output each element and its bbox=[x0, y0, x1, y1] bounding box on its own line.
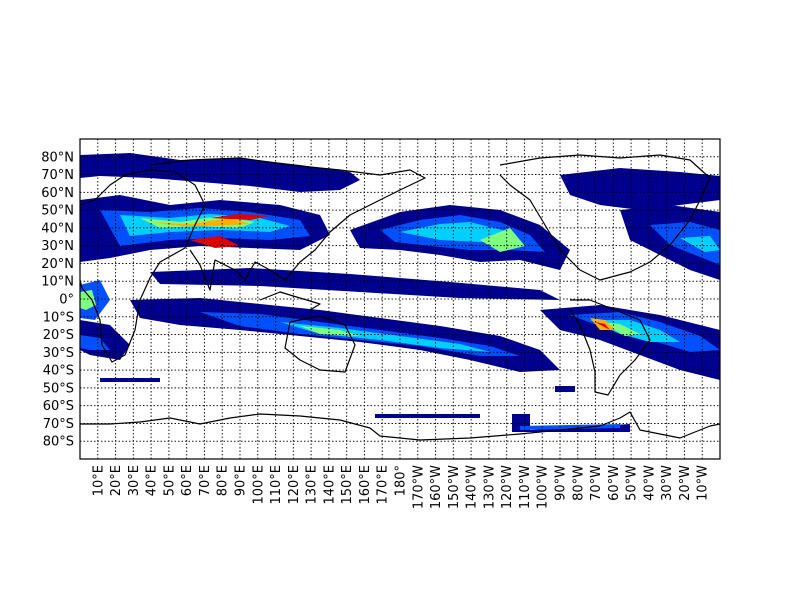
longitude-label: 60°W bbox=[607, 465, 622, 501]
plot-frame bbox=[79, 138, 721, 460]
longitude-label: 40°E bbox=[145, 465, 160, 496]
latitude-label: 30°S bbox=[43, 346, 74, 361]
longitude-label: 70°E bbox=[198, 465, 213, 496]
longitude-label: 100°E bbox=[251, 465, 266, 505]
latitude-label: 20°N bbox=[41, 257, 74, 272]
latitude-label: 60°N bbox=[41, 186, 74, 201]
longitude-labels: 10°E 20°E 30°E 40°E 50°E 60°E 70°E 80°E 90°E 100°… bbox=[91, 465, 710, 509]
longitude-label: 120°W bbox=[500, 465, 515, 509]
longitude-label: 90°E bbox=[234, 465, 249, 496]
longitude-label: 140°E bbox=[322, 465, 337, 505]
longitude-label: 50°E bbox=[162, 465, 177, 496]
contour-field bbox=[80, 153, 720, 432]
latitude-label: 10°S bbox=[43, 310, 74, 325]
latitude-label: 10°N bbox=[41, 275, 74, 290]
longitude-label: 90°W bbox=[554, 465, 569, 501]
latitude-label: 40°S bbox=[43, 364, 74, 379]
longitude-label: 10°E bbox=[91, 465, 106, 496]
longitude-label: 80°W bbox=[571, 465, 586, 501]
latitude-label: 40°N bbox=[41, 221, 74, 236]
longitude-label: 180° bbox=[394, 465, 409, 496]
longitude-label: 120°E bbox=[287, 465, 302, 505]
latitude-label: 20°S bbox=[43, 328, 74, 343]
longitude-label: 170°E bbox=[376, 465, 391, 505]
latitude-label: 50°S bbox=[43, 381, 74, 396]
longitude-label: 150°E bbox=[340, 465, 355, 505]
longitude-label: 20°E bbox=[109, 465, 124, 496]
latitude-label: 70°S bbox=[43, 417, 74, 432]
longitude-label: 10°W bbox=[696, 465, 711, 501]
longitude-label: 130°W bbox=[482, 465, 497, 509]
longitude-label: 70°W bbox=[589, 465, 604, 501]
latitude-label: 80°S bbox=[43, 435, 74, 450]
longitude-label: 130°E bbox=[305, 465, 320, 505]
latitude-label: 30°N bbox=[41, 239, 74, 254]
longitude-label: 110°W bbox=[518, 465, 533, 509]
longitude-label: 40°W bbox=[642, 465, 657, 501]
map-plot-area bbox=[79, 138, 721, 460]
latitude-labels: 80°N 70°N 60°N 50°N 40°N 30°N 20°N 10°N 0° 10°S 20… bbox=[41, 150, 74, 449]
longitude-label: 80°E bbox=[216, 465, 231, 496]
longitude-label: 60°E bbox=[180, 465, 195, 496]
longitude-label: 20°W bbox=[678, 465, 693, 501]
longitude-label: 30°E bbox=[127, 465, 142, 496]
longitude-label: 160°W bbox=[429, 465, 444, 509]
latitude-label: 0° bbox=[59, 293, 74, 308]
longitude-label: 170°W bbox=[411, 465, 426, 509]
longitude-label: 140°W bbox=[465, 465, 480, 509]
latitude-label: 80°N bbox=[41, 150, 74, 165]
longitude-label: 50°W bbox=[625, 465, 640, 501]
graticule bbox=[80, 139, 720, 459]
longitude-label: 100°W bbox=[536, 465, 551, 509]
longitude-label: 110°E bbox=[269, 465, 284, 505]
longitude-label: 150°W bbox=[447, 465, 462, 509]
longitude-label: 30°W bbox=[660, 465, 675, 501]
latitude-label: 60°S bbox=[43, 399, 74, 414]
latitude-label: 50°N bbox=[41, 204, 74, 219]
longitude-label: 160°E bbox=[358, 465, 373, 505]
latitude-label: 70°N bbox=[41, 168, 74, 183]
